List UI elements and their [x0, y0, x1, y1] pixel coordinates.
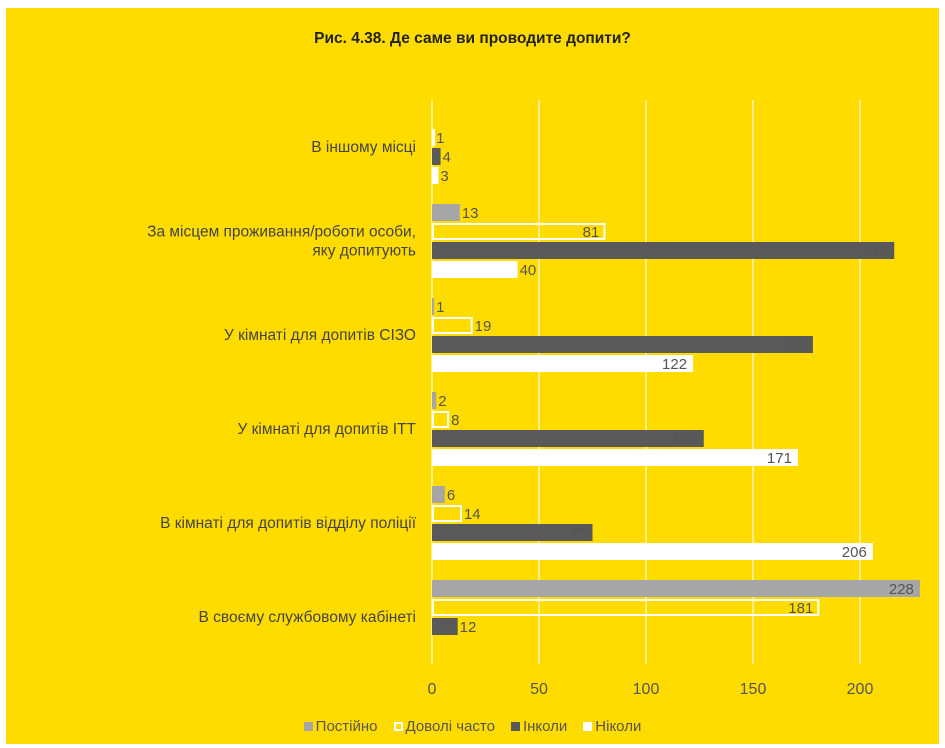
data-label: 122: [662, 356, 687, 373]
legend-swatch: [393, 722, 403, 731]
bar: [432, 317, 473, 334]
bar: [432, 148, 441, 165]
data-label: 178: [782, 337, 807, 354]
legend-item: Постійно: [303, 718, 378, 735]
category-label: За місцем проживання/роботи особи,: [147, 224, 416, 241]
bar: [432, 411, 450, 428]
bar: [432, 223, 606, 240]
legend-swatch: [510, 722, 520, 731]
legend-item: Доволі часто: [393, 718, 495, 735]
bar: [432, 580, 920, 597]
x-tick-label: 0: [428, 681, 437, 698]
data-label: 12: [460, 619, 477, 636]
category-label: У кімнаті для допитів СІЗО: [224, 327, 416, 344]
bar: [432, 392, 437, 409]
bar: [432, 524, 593, 541]
x-tick-label: 200: [847, 681, 874, 698]
x-tick-label: 50: [530, 681, 548, 698]
data-label: 81: [583, 224, 600, 241]
data-label: 216: [863, 243, 888, 260]
bar: [432, 355, 694, 372]
bar: [432, 618, 458, 635]
category-label: В своєму службовому кабінеті: [199, 609, 416, 626]
bar: [432, 261, 518, 278]
data-label: 19: [475, 318, 492, 335]
legend-label: Ніколи: [595, 718, 642, 735]
data-label: 3: [440, 168, 448, 185]
data-label: 6: [447, 487, 455, 504]
data-label: 2: [438, 393, 446, 410]
bar: [432, 242, 895, 259]
data-label: 206: [842, 544, 867, 561]
bar: [432, 486, 445, 503]
bar: [432, 430, 704, 447]
legend-swatch: [583, 722, 593, 731]
bar: [432, 204, 460, 221]
data-label: 13: [462, 205, 479, 222]
data-label: 14: [464, 506, 481, 523]
legend-item: Інколи: [510, 718, 568, 735]
chart-panel: Рис. 4.38. Де саме ви проводите допити? …: [6, 8, 939, 744]
legend-label: Інколи: [522, 718, 568, 735]
bar: [432, 336, 813, 353]
bar: [432, 505, 462, 522]
data-label: 40: [520, 262, 537, 279]
data-label: 228: [889, 581, 914, 598]
data-label: 127: [673, 431, 698, 448]
bar: [432, 298, 435, 315]
legend-label: Доволі часто: [405, 718, 495, 735]
data-label: 75: [570, 525, 587, 542]
bar: [432, 543, 873, 560]
legend-label: Постійно: [315, 718, 378, 735]
data-label: 171: [767, 450, 792, 467]
chart-legend: Постійно Доволі часто Інколи Ніколи: [6, 718, 939, 735]
bar: [432, 599, 820, 616]
x-tick-label: 150: [740, 681, 767, 698]
data-label: 8: [451, 412, 459, 429]
data-label: 1: [436, 299, 444, 316]
category-label: В іншому місці: [311, 139, 416, 156]
bar-chart: 0 50 100 150 200 В своєму службовому кабінеті…: [147, 100, 920, 698]
chart-title: Рис. 4.38. Де саме ви проводите допити?: [314, 30, 631, 47]
category-label: У кімнаті для допитів ІТТ: [237, 421, 416, 438]
bar: [432, 129, 435, 146]
legend-swatch: [303, 722, 313, 731]
bar: [432, 449, 798, 466]
legend-item: Ніколи: [583, 718, 641, 735]
category-label: яку допитують: [312, 243, 416, 260]
bar: [432, 167, 439, 184]
x-tick-label: 100: [633, 681, 660, 698]
category-label: В кімнаті для допитів відділу поліції: [160, 515, 417, 532]
data-label: 4: [443, 149, 451, 166]
data-label: 1: [436, 130, 444, 147]
data-label: 181: [788, 600, 813, 617]
